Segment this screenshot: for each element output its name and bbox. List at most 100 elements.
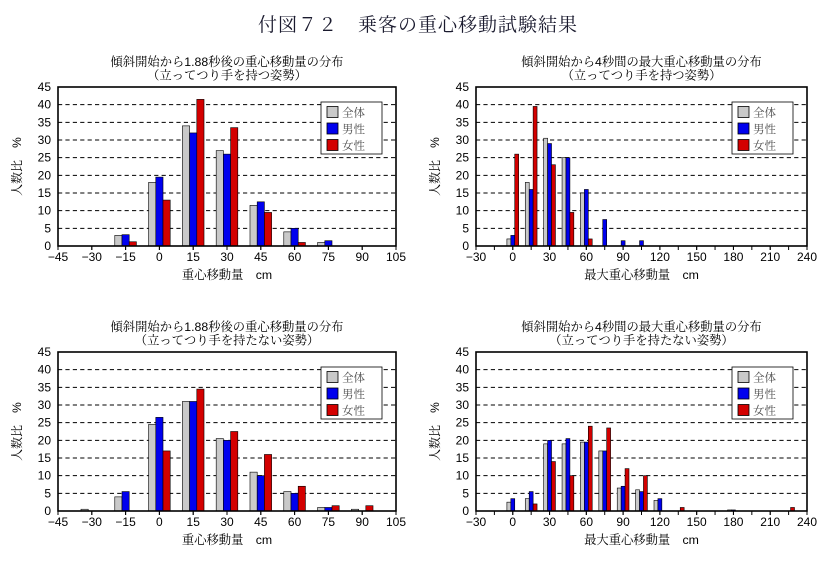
svg-text:30: 30 (543, 515, 557, 529)
svg-text:240: 240 (797, 515, 817, 529)
svg-text:女性: 女性 (342, 403, 365, 417)
svg-text:15: 15 (456, 451, 470, 465)
svg-text:重心移動量 cm: 重心移動量 cm (182, 267, 272, 282)
svg-text:−15: −15 (115, 250, 136, 264)
svg-text:180: 180 (723, 515, 743, 529)
svg-text:10: 10 (456, 469, 470, 483)
svg-text:40: 40 (456, 363, 470, 377)
svg-text:40: 40 (38, 98, 52, 112)
svg-text:90: 90 (356, 250, 370, 264)
svg-text:10: 10 (38, 469, 52, 483)
svg-text:60: 60 (288, 515, 302, 529)
svg-text:240: 240 (797, 250, 817, 264)
svg-text:40: 40 (456, 98, 470, 112)
svg-text:女性: 女性 (342, 138, 365, 152)
svg-text:全体: 全体 (753, 105, 776, 119)
svg-text:30: 30 (220, 250, 234, 264)
svg-text:−15: −15 (115, 515, 136, 529)
svg-text:5: 5 (44, 486, 51, 500)
svg-text:45: 45 (38, 345, 52, 359)
svg-text:（立ってつり手を持つ姿勢）: （立ってつり手を持つ姿勢） (562, 68, 722, 83)
svg-text:60: 60 (580, 250, 594, 264)
svg-text:45: 45 (254, 250, 268, 264)
svg-text:75: 75 (322, 250, 336, 264)
svg-text:90: 90 (616, 250, 630, 264)
svg-text:45: 45 (254, 515, 268, 529)
svg-text:−30: −30 (82, 515, 103, 529)
svg-text:0: 0 (509, 515, 516, 529)
svg-text:105: 105 (386, 515, 406, 529)
svg-text:傾斜開始から1.88秒後の重心移動量の分布: 傾斜開始から1.88秒後の重心移動量の分布 (111, 55, 344, 69)
svg-text:20: 20 (38, 168, 52, 182)
svg-text:最大重心移動量 cm: 最大重心移動量 cm (584, 267, 699, 282)
svg-text:180: 180 (723, 250, 743, 264)
svg-text:20: 20 (38, 433, 52, 447)
svg-text:10: 10 (38, 204, 52, 218)
svg-text:40: 40 (38, 363, 52, 377)
svg-text:0: 0 (156, 250, 163, 264)
svg-text:男性: 男性 (342, 387, 365, 401)
svg-text:30: 30 (38, 133, 52, 147)
svg-text:−30: −30 (466, 515, 487, 529)
svg-text:全体: 全体 (753, 370, 776, 384)
svg-text:35: 35 (38, 115, 52, 129)
svg-text:0: 0 (509, 250, 516, 264)
svg-text:150: 150 (687, 250, 707, 264)
svg-text:15: 15 (187, 515, 201, 529)
svg-text:120: 120 (650, 515, 670, 529)
svg-text:人数比 %: 人数比 % (428, 402, 442, 461)
svg-text:25: 25 (456, 416, 470, 430)
svg-text:女性: 女性 (753, 403, 776, 417)
svg-text:全体: 全体 (342, 370, 365, 384)
svg-text:5: 5 (44, 221, 51, 235)
svg-text:45: 45 (38, 80, 52, 94)
svg-text:（立ってつり手を持たない姿勢）: （立ってつり手を持たない姿勢） (549, 333, 733, 348)
svg-text:0: 0 (156, 515, 163, 529)
svg-text:30: 30 (220, 515, 234, 529)
svg-text:90: 90 (616, 515, 630, 529)
svg-text:90: 90 (356, 515, 370, 529)
svg-text:60: 60 (288, 250, 302, 264)
svg-text:（立ってつり手を持つ姿勢）: （立ってつり手を持つ姿勢） (147, 68, 307, 83)
svg-text:15: 15 (456, 186, 470, 200)
svg-text:105: 105 (386, 250, 406, 264)
svg-text:30: 30 (456, 133, 470, 147)
svg-text:120: 120 (650, 250, 670, 264)
svg-text:重心移動量 cm: 重心移動量 cm (182, 532, 272, 547)
svg-text:30: 30 (543, 250, 557, 264)
svg-text:10: 10 (456, 204, 470, 218)
svg-text:−30: −30 (466, 250, 487, 264)
svg-text:最大重心移動量 cm: 最大重心移動量 cm (584, 532, 699, 547)
svg-text:5: 5 (462, 486, 469, 500)
svg-text:男性: 男性 (753, 122, 776, 136)
svg-text:女性: 女性 (753, 138, 776, 152)
svg-text:25: 25 (456, 151, 470, 165)
svg-text:−45: −45 (48, 515, 69, 529)
svg-text:30: 30 (38, 398, 52, 412)
svg-text:人数比 %: 人数比 % (10, 402, 24, 461)
svg-text:60: 60 (580, 515, 594, 529)
svg-text:150: 150 (687, 515, 707, 529)
svg-text:45: 45 (456, 80, 470, 94)
svg-text:15: 15 (187, 250, 201, 264)
svg-text:25: 25 (38, 416, 52, 430)
svg-text:20: 20 (456, 433, 470, 447)
svg-text:−30: −30 (82, 250, 103, 264)
svg-text:25: 25 (38, 151, 52, 165)
svg-text:傾斜開始から1.88秒後の重心移動量の分布: 傾斜開始から1.88秒後の重心移動量の分布 (111, 320, 344, 334)
svg-text:45: 45 (456, 345, 470, 359)
svg-text:35: 35 (456, 115, 470, 129)
svg-text:傾斜開始から4秒間の最大重心移動量の分布: 傾斜開始から4秒間の最大重心移動量の分布 (521, 320, 761, 334)
svg-text:人数比 %: 人数比 % (10, 137, 24, 196)
svg-text:20: 20 (456, 168, 470, 182)
svg-text:35: 35 (456, 380, 470, 394)
svg-text:15: 15 (38, 451, 52, 465)
svg-text:35: 35 (38, 380, 52, 394)
svg-text:全体: 全体 (342, 105, 365, 119)
svg-text:5: 5 (462, 221, 469, 235)
svg-text:210: 210 (760, 250, 780, 264)
svg-text:人数比 %: 人数比 % (428, 137, 442, 196)
svg-text:−45: −45 (48, 250, 69, 264)
svg-text:男性: 男性 (753, 387, 776, 401)
svg-text:210: 210 (760, 515, 780, 529)
